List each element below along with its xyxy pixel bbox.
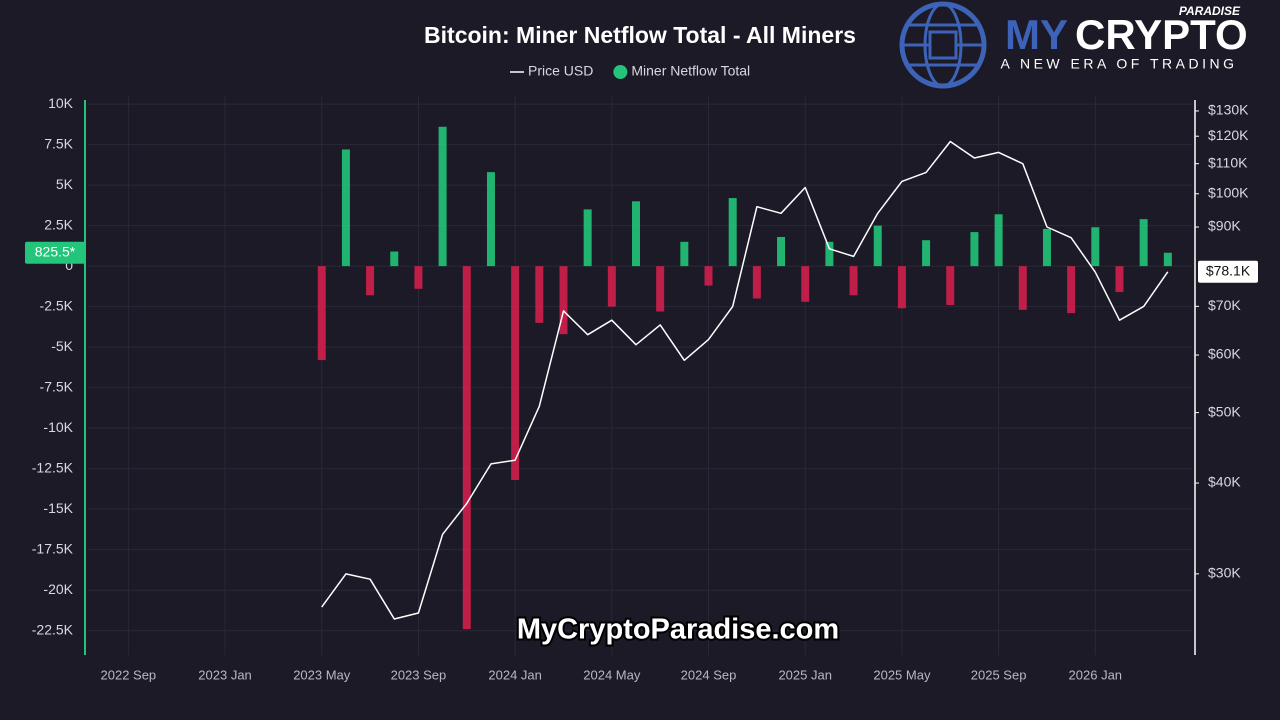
bar: [656, 266, 665, 312]
bar: [1139, 219, 1148, 267]
bar: [559, 266, 568, 335]
bar: [607, 266, 616, 307]
y-tick-label: 0: [65, 257, 73, 273]
x-tick-label: 2026 Jan: [1069, 667, 1123, 682]
legend: Price USD Miner Netflow Total: [510, 63, 750, 79]
bar: [970, 232, 979, 267]
bar: [583, 209, 592, 267]
y-tick-label: -17.5K: [32, 540, 74, 556]
y-tick-label: 5K: [56, 176, 74, 192]
y-tick-label: -12.5K: [32, 459, 74, 475]
logo: MY CRYPTO PARADISE A NEW ERA OF TRADING: [899, 1, 1248, 89]
netflow-badge: [25, 241, 85, 264]
x-tick-label: 2023 Jan: [198, 667, 252, 682]
logo-my: MY: [1005, 11, 1068, 58]
y2-tick-label: $50K: [1208, 403, 1241, 419]
x-tick-label: 2025 Sep: [971, 667, 1027, 682]
bar: [1163, 252, 1172, 267]
watermark: MyCryptoParadise.com: [517, 614, 839, 646]
y2-tick-label: $60K: [1208, 346, 1241, 362]
y2-tick-label: $30K: [1208, 565, 1241, 581]
x-tick-label: 2022 Sep: [101, 667, 157, 682]
bar: [1018, 266, 1027, 310]
y2-tick-label: $130K: [1208, 102, 1249, 118]
bar: [777, 236, 786, 267]
bar: [317, 266, 326, 361]
y-tick-label: -22.5K: [32, 621, 74, 637]
bar: [511, 266, 520, 481]
y-tick-label: -10K: [43, 419, 73, 435]
y2-tick-label: $40K: [1208, 474, 1241, 490]
bar: [946, 266, 955, 306]
price-line: [321, 140, 1169, 620]
y2-tick-label: $120K: [1208, 127, 1249, 143]
y2-tick-label: $100K: [1208, 184, 1249, 200]
bar: [341, 149, 350, 267]
logo-crypto: CRYPTO: [1075, 11, 1248, 58]
x-tick-label: 2024 Sep: [681, 667, 737, 682]
bar: [438, 126, 447, 267]
bar: [728, 198, 737, 267]
y-tick-label: 10K: [48, 95, 74, 111]
y2-tick-label: $70K: [1208, 297, 1241, 313]
bar: [486, 172, 495, 267]
chart-title: Bitcoin: Miner Netflow Total - All Miner…: [424, 22, 856, 48]
bar: [752, 266, 761, 299]
y-tick-label: -20K: [43, 581, 73, 597]
bar: [535, 266, 544, 323]
y-tick-label: 7.5K: [44, 135, 73, 151]
x-tick-label: 2024 May: [583, 667, 641, 682]
logo-paradise: PARADISE: [1179, 4, 1241, 18]
bar: [390, 251, 399, 267]
legend-label: Miner Netflow Total: [631, 63, 750, 79]
y-tick-label: 2.5K: [44, 216, 73, 232]
y-tick-label: -5K: [51, 338, 73, 354]
bar: [414, 266, 423, 289]
price-badge: [1198, 260, 1258, 283]
bar: [1067, 266, 1076, 314]
x-tick-label: 2023 May: [293, 667, 351, 682]
y-tick-label: -15K: [43, 500, 73, 516]
bar: [922, 240, 931, 267]
bar: [1042, 228, 1051, 267]
logo-chip: [928, 30, 958, 60]
bar: [994, 214, 1003, 267]
bar: [1091, 227, 1100, 267]
y2-tick-label: $110K: [1208, 154, 1248, 170]
bar: [680, 241, 689, 267]
y-tick-label: -7.5K: [40, 378, 74, 394]
legend-swatch: [613, 65, 628, 79]
netflow-badge-label: 825.5*: [35, 243, 76, 259]
x-tick-label: 2023 Sep: [391, 667, 447, 682]
bar: [825, 241, 834, 267]
bar: [1115, 266, 1124, 293]
bar: [462, 266, 471, 630]
bar: [366, 266, 375, 296]
bar: [849, 266, 858, 296]
price-badge-label: $78.1K: [1206, 263, 1251, 279]
bar: [704, 266, 713, 286]
x-tick-label: 2025 Jan: [778, 667, 832, 682]
logo-tagline: A NEW ERA OF TRADING: [1001, 56, 1238, 72]
x-tick-label: 2024 Jan: [488, 667, 542, 682]
y-tick-label: -2.5K: [40, 297, 74, 313]
legend-label: Price USD: [528, 63, 593, 79]
bar: [897, 266, 906, 309]
bar: [632, 201, 640, 267]
bar: [801, 266, 810, 302]
plot: 10K 7.5K 5K 2.5K 0 -2.5K -5K -7.5K -10K -12.5K -15…: [32, 95, 1249, 683]
bar: [873, 225, 882, 267]
x-tick-label: 2025 May: [873, 667, 931, 682]
y2-tick-label: $90K: [1208, 218, 1241, 234]
